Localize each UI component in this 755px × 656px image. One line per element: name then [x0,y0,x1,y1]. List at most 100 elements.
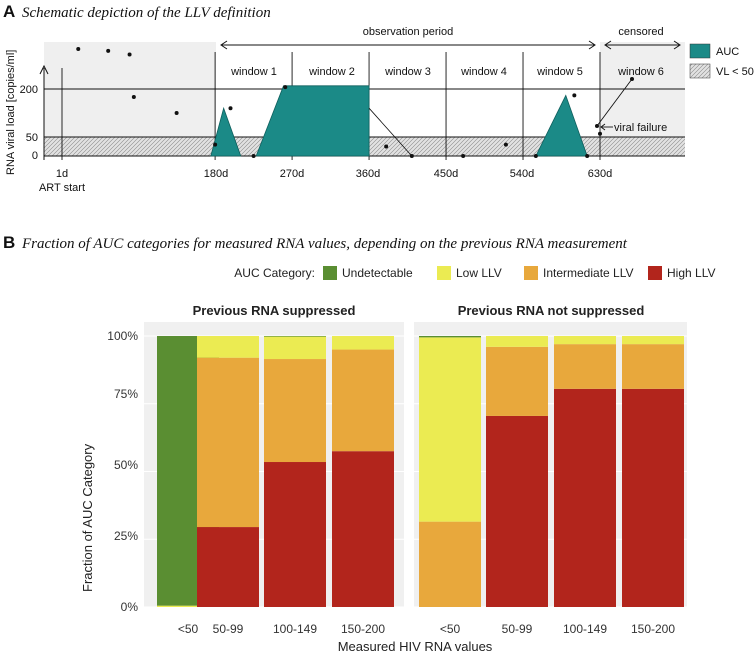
bar-suppressed-100-149-undetectable [264,336,326,337]
auc-area-1 [210,106,242,157]
x-tick-s-<50: <50 [178,622,199,636]
x-tick-1d: 1d [56,168,68,180]
viral-failure-start-point [595,124,599,128]
bar-not-suppressed-100-149-low-llv [554,336,616,345]
legend-auc-swatch [689,43,711,59]
censored-label: censored [618,26,663,38]
legend-label-undetectable: Undetectable [342,266,413,280]
x-tick-270d: 270d [280,168,304,180]
bar-suppressed-100-149-low-llv [264,336,326,360]
viral-failure-label: viral failure [614,122,667,134]
x-axis-label-b: Measured HIV RNA values [338,639,493,654]
vl-point-1 [106,48,111,53]
legend-label-low-llv: Low LLV [456,266,502,280]
observation-arrow-left [220,40,228,50]
bar-not-suppressed-<50-undetectable [419,336,481,338]
vl-point-15 [585,154,590,158]
x-tick-360d: 360d [356,168,380,180]
legend-vl50-swatch [689,63,711,79]
bar-suppressed-<50-low-llv [157,605,219,607]
vl-point-10 [409,154,414,158]
y-tick-25pct: 25% [114,529,138,543]
y-axis-label-b: Fraction of AUC Category [80,443,95,592]
bar-not-suppressed-150-200-low-llv [622,336,684,345]
y-tick-200: 200 [20,84,38,96]
window-5-label: window 5 [536,66,583,78]
x-tick-540d: 540d [510,168,534,180]
x-tick-s-150-200: 150-200 [341,622,385,636]
bar-not-suppressed-150-200-high-llv [622,388,684,607]
censored-arrow-left [604,40,612,50]
bar-not-suppressed-50-99-intermediate-llv [486,346,548,416]
censored-arrow-right [673,40,681,50]
auc-areas [210,85,588,157]
vl-point-11 [461,154,466,158]
x-tick-s-50-99: 50-99 [213,622,244,636]
bar-not-suppressed-100-149-high-llv [554,388,616,607]
facet-title-suppressed: Previous RNA suppressed [193,303,356,318]
x-tick-ns-<50: <50 [440,622,461,636]
panel-b-letter: B [3,233,15,252]
vl-point-0 [76,47,81,51]
x-tick-ns-150-200: 150-200 [631,622,675,636]
panel-a-letter: A [3,2,15,21]
legend-label-intermediate-llv: Intermediate LLV [543,266,634,280]
window-6-label: window 6 [617,66,664,78]
legend-swatch-undetectable [323,266,337,280]
legend-title: AUC Category: [234,266,315,280]
y-tick-75pct: 75% [114,387,138,401]
bar-not-suppressed-50-99-high-llv [486,415,548,607]
y-axis-arrow [39,64,49,75]
facet-title-not-suppressed: Previous RNA not suppressed [458,303,645,318]
window-2-label: window 2 [308,66,355,78]
x-tick-s-100-149: 100-149 [273,622,317,636]
vl-point-6 [228,106,233,111]
vl-point-14 [572,93,577,98]
observation-arrow-right [588,40,596,50]
x-tick-180d: 180d [204,168,228,180]
vl-point-5 [213,142,218,147]
art-start-label: ART start [39,182,85,194]
bar-suppressed-100-149-intermediate-llv [264,359,326,463]
viral-failure-arrowhead [600,123,606,131]
panel-b-bars: <50 50-99 100-149 150-200 <50 50-99 100-149 150… [144,335,687,636]
bar-suppressed-100-149-high-llv [264,462,326,607]
panel-a-plot: viral failure 200 50 0 RNA viral load [c… [5,26,754,194]
vl-point-16 [598,131,602,136]
window-4-label: window 4 [460,66,507,78]
bar-not-suppressed-100-149-intermediate-llv [554,344,616,389]
bar-not-suppressed-<50-low-llv [419,337,481,522]
bar-suppressed-150-200-high-llv [332,451,394,607]
bar-suppressed-50-99-high-llv [197,527,259,607]
vl-point-13 [533,154,538,158]
y-tick-0pct: 0% [121,600,139,614]
vl-point-4 [174,111,179,115]
vl-point-12 [503,142,508,147]
panel-b-title: Fraction of AUC categories for measured … [21,236,628,252]
vl-point-7 [251,154,256,158]
legend-label-high-llv: High LLV [667,266,715,280]
panel-a-title: Schematic depiction of the LLV definitio… [22,5,271,21]
y-tick-100pct: 100% [107,329,138,343]
bar-not-suppressed-<50-intermediate-llv [419,521,481,607]
y-tick-50: 50 [26,132,38,144]
legend-auc-label: AUC [716,46,739,58]
y-axis-label: RNA viral load [copies/ml] [5,50,17,175]
bar-suppressed-150-200-low-llv [332,336,394,350]
vl-point-3 [131,95,136,99]
x-tick-450d: 450d [434,168,458,180]
vl-point-2 [127,52,132,57]
y-tick-0: 0 [32,150,38,162]
y-tick-50pct: 50% [114,458,138,472]
auc-area-3 [535,94,588,157]
legend-vl50-label: VL < 50 [716,66,754,78]
x-tick-630d: 630d [588,168,612,180]
observation-period-label: observation period [363,26,454,38]
legend-swatch-high-llv [648,266,662,280]
window-1-label: window 1 [230,66,277,78]
vl-point-9 [384,144,389,149]
viral-failure-point [630,77,634,81]
vl-points [76,47,602,158]
legend-swatch-low-llv [437,266,451,280]
